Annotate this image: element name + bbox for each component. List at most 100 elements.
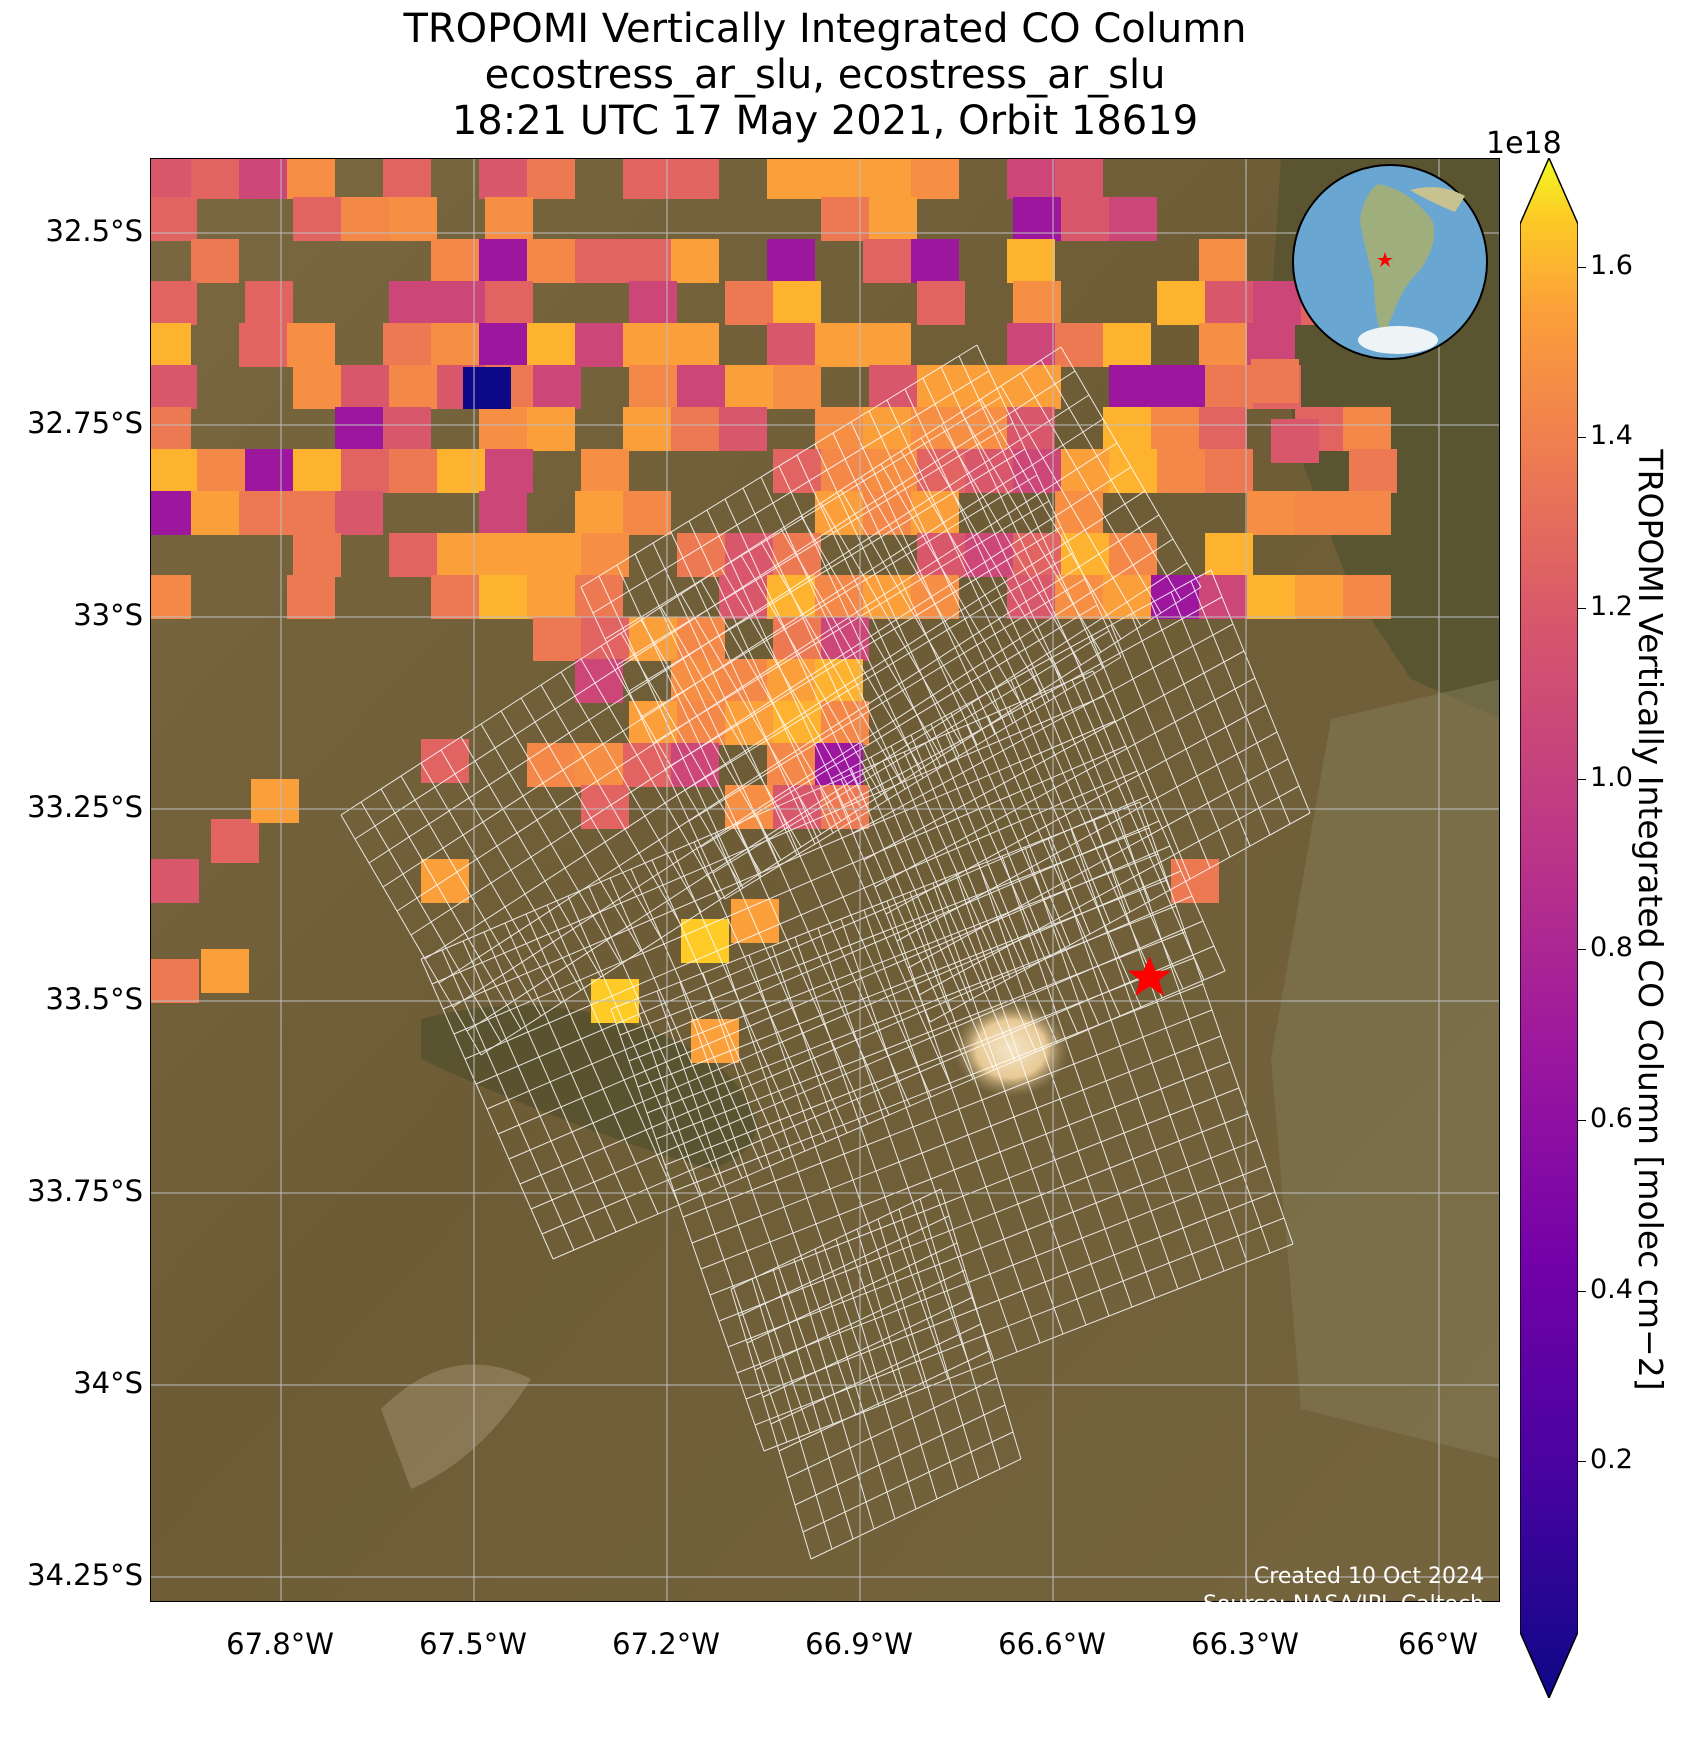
lat-tick-label: 32.5°S (45, 214, 143, 248)
co-pixel (911, 159, 959, 199)
swath-line (909, 891, 1064, 1335)
co-pixel (671, 743, 719, 787)
co-pixel (389, 365, 437, 409)
co-pixel (479, 323, 527, 367)
co-pixel (479, 159, 527, 199)
swath-line (410, 466, 1132, 936)
co-pixel (293, 533, 341, 577)
co-pixel (383, 407, 431, 451)
co-pixel (575, 659, 623, 703)
co-pixel (575, 239, 623, 283)
swath-line (930, 723, 1031, 968)
swath-line (771, 945, 926, 1389)
swath-line (907, 758, 1289, 969)
co-pixel (815, 491, 863, 535)
co-pixel (773, 701, 821, 745)
swath-line (682, 1009, 1213, 1218)
swath-line (628, 853, 1159, 1062)
map-panel[interactable] (150, 158, 1500, 1602)
co-pixel (335, 407, 383, 451)
swath-line (840, 918, 995, 1362)
swath-line (508, 870, 1182, 1160)
co-pixel (239, 323, 287, 367)
swath-line (874, 677, 1256, 888)
swath-line (700, 1061, 1231, 1270)
co-pixel (437, 281, 485, 325)
co-pixel (485, 449, 533, 493)
co-pixel (151, 407, 191, 451)
lat-tick-label: 33°S (73, 598, 143, 632)
swath-line (1170, 591, 1271, 836)
swath-line (1050, 657, 1151, 902)
co-pixel (629, 281, 677, 325)
swath-line (1030, 668, 1131, 913)
co-pixel (389, 449, 437, 493)
colorbar-tick-mark (1578, 949, 1586, 951)
swath-line (910, 734, 1011, 979)
co-pixel (1013, 197, 1061, 241)
swath-line (762, 1296, 974, 1398)
co-pixel (863, 159, 911, 199)
swath-line (1130, 613, 1231, 858)
co-pixel (1247, 575, 1295, 619)
co-pixel (821, 449, 869, 493)
swath-line (841, 596, 1223, 807)
swath-line (810, 1458, 1022, 1560)
lat-tick-label: 32.75°S (27, 406, 143, 440)
co-pixel (767, 159, 815, 199)
co-pixel (151, 323, 191, 367)
plot-title-line2: ecostress_ar_slu, ecostress_ar_slu (484, 52, 1166, 98)
colorbar-tick-label: 1.0 (1590, 761, 1633, 793)
co-pixel (725, 281, 773, 325)
swath-line (990, 690, 1091, 935)
co-pixel (575, 323, 623, 367)
swath-line (655, 931, 1186, 1140)
co-pixel (1151, 575, 1199, 619)
co-pixel (239, 491, 287, 535)
co-pixel (1055, 159, 1103, 199)
swath-line (718, 1113, 1249, 1322)
co-pixel (1271, 419, 1319, 463)
co-pixel (767, 659, 815, 703)
co-pixel (671, 239, 719, 283)
swath-line (646, 905, 1177, 1114)
swath-line (592, 370, 990, 614)
swath-line (1070, 828, 1225, 1272)
swath-line (691, 1035, 1222, 1244)
lon-tick-label: 67.8°W (226, 1627, 334, 1661)
co-pixel (211, 819, 259, 863)
co-pixel (1055, 575, 1103, 619)
swath-line (442, 720, 1116, 1010)
colorbar-tick-mark (1578, 437, 1586, 439)
colorbar-tick-mark (1578, 778, 1586, 780)
swath-line (852, 623, 1234, 834)
co-pixel (533, 365, 581, 409)
colorbar-tick-mark (1578, 1461, 1586, 1463)
swath-line (770, 1323, 982, 1425)
co-pixel (1199, 575, 1247, 619)
co-pixel (671, 659, 719, 703)
co-pixel (431, 575, 479, 619)
co-pixel (1061, 197, 1109, 241)
swath-line (1010, 679, 1111, 924)
swath-line (1116, 810, 1271, 1254)
map-canvas (151, 159, 1499, 1601)
swath-line (480, 586, 1202, 1056)
lat-tick-label: 33.75°S (27, 1174, 143, 1208)
co-pixel (1343, 407, 1391, 451)
swath-line (424, 490, 1146, 960)
swath-line (896, 731, 1278, 942)
co-pixel (479, 491, 527, 535)
co-pixel (251, 779, 299, 823)
co-pixel (767, 323, 815, 367)
co-pixel (911, 575, 959, 619)
co-pixel-layer (151, 159, 1397, 1063)
co-pixel (863, 491, 911, 535)
co-pixel (719, 575, 767, 619)
co-pixel (191, 239, 239, 283)
co-pixel (1109, 533, 1157, 577)
swath-line (628, 448, 1026, 692)
co-pixel (1157, 449, 1205, 493)
swath-line (709, 1087, 1240, 1296)
swath-line (890, 745, 991, 990)
